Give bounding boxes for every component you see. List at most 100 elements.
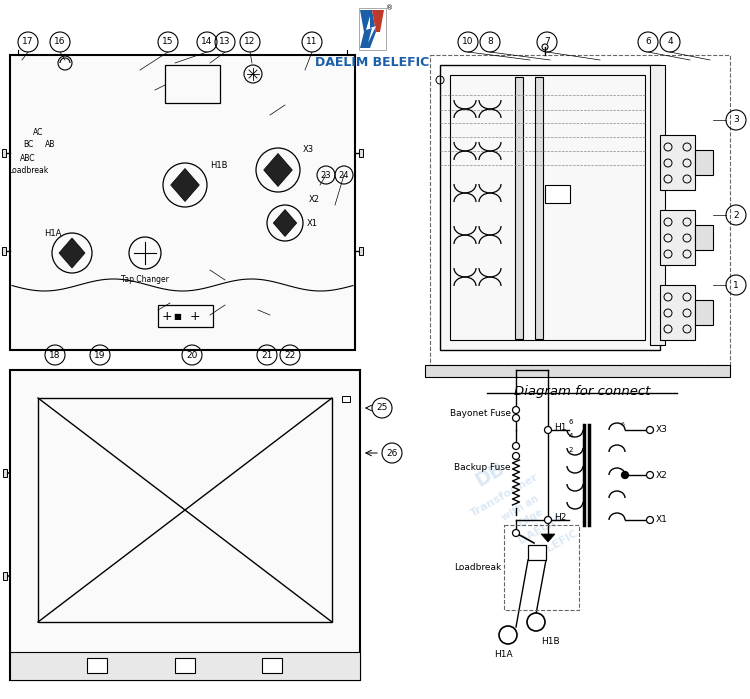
Polygon shape [59, 238, 85, 268]
Text: X2: X2 [309, 196, 320, 205]
Text: Backup Fuse: Backup Fuse [454, 463, 511, 473]
Bar [660, 285, 695, 340]
Text: 1: 1 [733, 280, 739, 289]
Text: DAELIM BELEFIC: DAELIM BELEFIC [315, 56, 429, 69]
Text: with an Edge: with an Edge [167, 210, 243, 259]
Text: Transformer: Transformer [112, 475, 184, 521]
Bar [359, 8, 386, 50]
Text: H1A: H1A [44, 229, 62, 238]
Text: Diagram for connect: Diagram for connect [514, 385, 650, 398]
Text: ®: ® [386, 5, 393, 11]
Text: 2: 2 [568, 447, 573, 453]
Bar [695, 225, 713, 250]
Polygon shape [264, 154, 292, 187]
Text: 17: 17 [22, 38, 34, 47]
Text: H1A: H1A [494, 650, 512, 659]
Bar [87, 658, 107, 673]
Bar [695, 150, 713, 175]
Text: 24: 24 [339, 171, 350, 180]
Text: 7: 7 [544, 38, 550, 47]
Polygon shape [372, 10, 384, 32]
Text: 14: 14 [201, 38, 213, 47]
Text: X3: X3 [303, 145, 314, 154]
Bar [2, 247, 6, 255]
Bar [660, 135, 695, 190]
Text: BELEFIC: BELEFIC [531, 528, 579, 562]
Bar [262, 658, 282, 673]
Circle shape [622, 472, 628, 479]
Bar [175, 658, 195, 673]
Circle shape [512, 442, 520, 449]
Text: DAELIM: DAELIM [517, 514, 563, 546]
Text: 15: 15 [162, 38, 174, 47]
Text: Loadbreak: Loadbreak [454, 563, 501, 572]
Circle shape [512, 530, 520, 537]
Bar [10, 370, 360, 680]
Bar [359, 247, 363, 255]
Circle shape [646, 426, 653, 433]
Text: with an: with an [500, 493, 540, 523]
Text: X2: X2 [656, 470, 668, 480]
Bar [515, 77, 523, 339]
Circle shape [512, 415, 520, 421]
Text: +: + [162, 310, 172, 322]
Text: Transformer: Transformer [470, 472, 541, 519]
Polygon shape [366, 16, 376, 43]
Text: 22: 22 [284, 350, 296, 359]
Circle shape [512, 407, 520, 414]
Text: 8: 8 [488, 38, 493, 47]
Text: DAELIM: DAELIM [196, 239, 254, 281]
Text: 23: 23 [321, 171, 332, 180]
Bar [430, 55, 730, 365]
Bar [10, 55, 355, 350]
Polygon shape [360, 10, 376, 48]
Bar [359, 149, 363, 157]
Bar [504, 525, 579, 610]
Text: 16: 16 [54, 38, 66, 47]
Polygon shape [171, 168, 200, 201]
Bar [165, 65, 220, 103]
Text: AC: AC [33, 128, 44, 137]
Circle shape [646, 517, 653, 524]
Polygon shape [528, 545, 546, 560]
Circle shape [544, 426, 551, 433]
Text: Edge: Edge [516, 507, 544, 529]
Text: DB: DB [132, 165, 178, 206]
Text: ■: ■ [173, 312, 181, 321]
Text: 19: 19 [94, 350, 106, 359]
Text: X3: X3 [656, 426, 668, 435]
Bar [10, 652, 360, 680]
Text: 25: 25 [376, 403, 388, 412]
Bar [342, 396, 350, 402]
Polygon shape [273, 210, 297, 236]
Text: AB: AB [45, 140, 56, 149]
Bar [2, 149, 6, 157]
Text: 21: 21 [261, 350, 273, 359]
Text: X1: X1 [656, 515, 668, 524]
Bar [38, 398, 332, 622]
Text: Transformer: Transformer [145, 178, 226, 232]
Text: 6: 6 [645, 38, 651, 47]
Text: H1B: H1B [541, 637, 560, 646]
Text: 6: 6 [568, 419, 573, 425]
Text: H1: H1 [554, 424, 566, 433]
Text: 4: 4 [568, 433, 573, 439]
Text: 13: 13 [219, 38, 231, 47]
Bar [158, 305, 213, 327]
Text: 11: 11 [306, 38, 318, 47]
Text: BC: BC [22, 140, 33, 149]
Text: 20: 20 [186, 350, 198, 359]
Text: X1: X1 [307, 219, 318, 227]
Text: 4: 4 [668, 38, 673, 47]
Circle shape [499, 626, 517, 644]
Text: 3: 3 [733, 115, 739, 124]
Bar [3, 572, 7, 580]
Text: ABC: ABC [20, 154, 36, 163]
Bar [695, 300, 713, 325]
Text: +: + [190, 310, 200, 322]
Circle shape [512, 452, 520, 459]
Circle shape [527, 613, 545, 631]
Circle shape [646, 472, 653, 479]
Bar [650, 65, 665, 345]
Bar [425, 365, 730, 377]
